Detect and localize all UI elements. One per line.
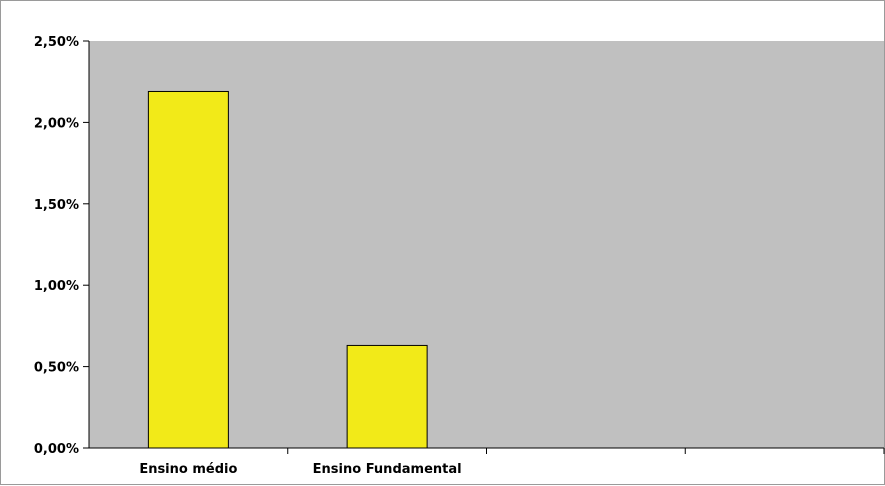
y-tick-label: 1,50% xyxy=(34,198,79,213)
x-ticks-group: Ensino médio Ensino Fundamental xyxy=(139,448,885,477)
x-tick-label: Ensino médio xyxy=(139,462,237,477)
bar-ensino-médio xyxy=(147,90,229,449)
y-tick-label: 2,50% xyxy=(34,35,79,50)
x-tick-label: Ensino Fundamental xyxy=(313,462,462,477)
y-tick-label: 1,00% xyxy=(34,279,79,294)
y-ticks-group: 0,00% 0,50% 1,00% 1,50% 2,00% 2,50% xyxy=(34,35,89,457)
bar-ensino-fundamental xyxy=(346,344,428,449)
y-tick-label: 2,00% xyxy=(34,116,79,131)
bars-group xyxy=(147,90,428,449)
y-tick-label: 0,00% xyxy=(34,442,79,457)
y-tick-label: 0,50% xyxy=(34,361,79,376)
